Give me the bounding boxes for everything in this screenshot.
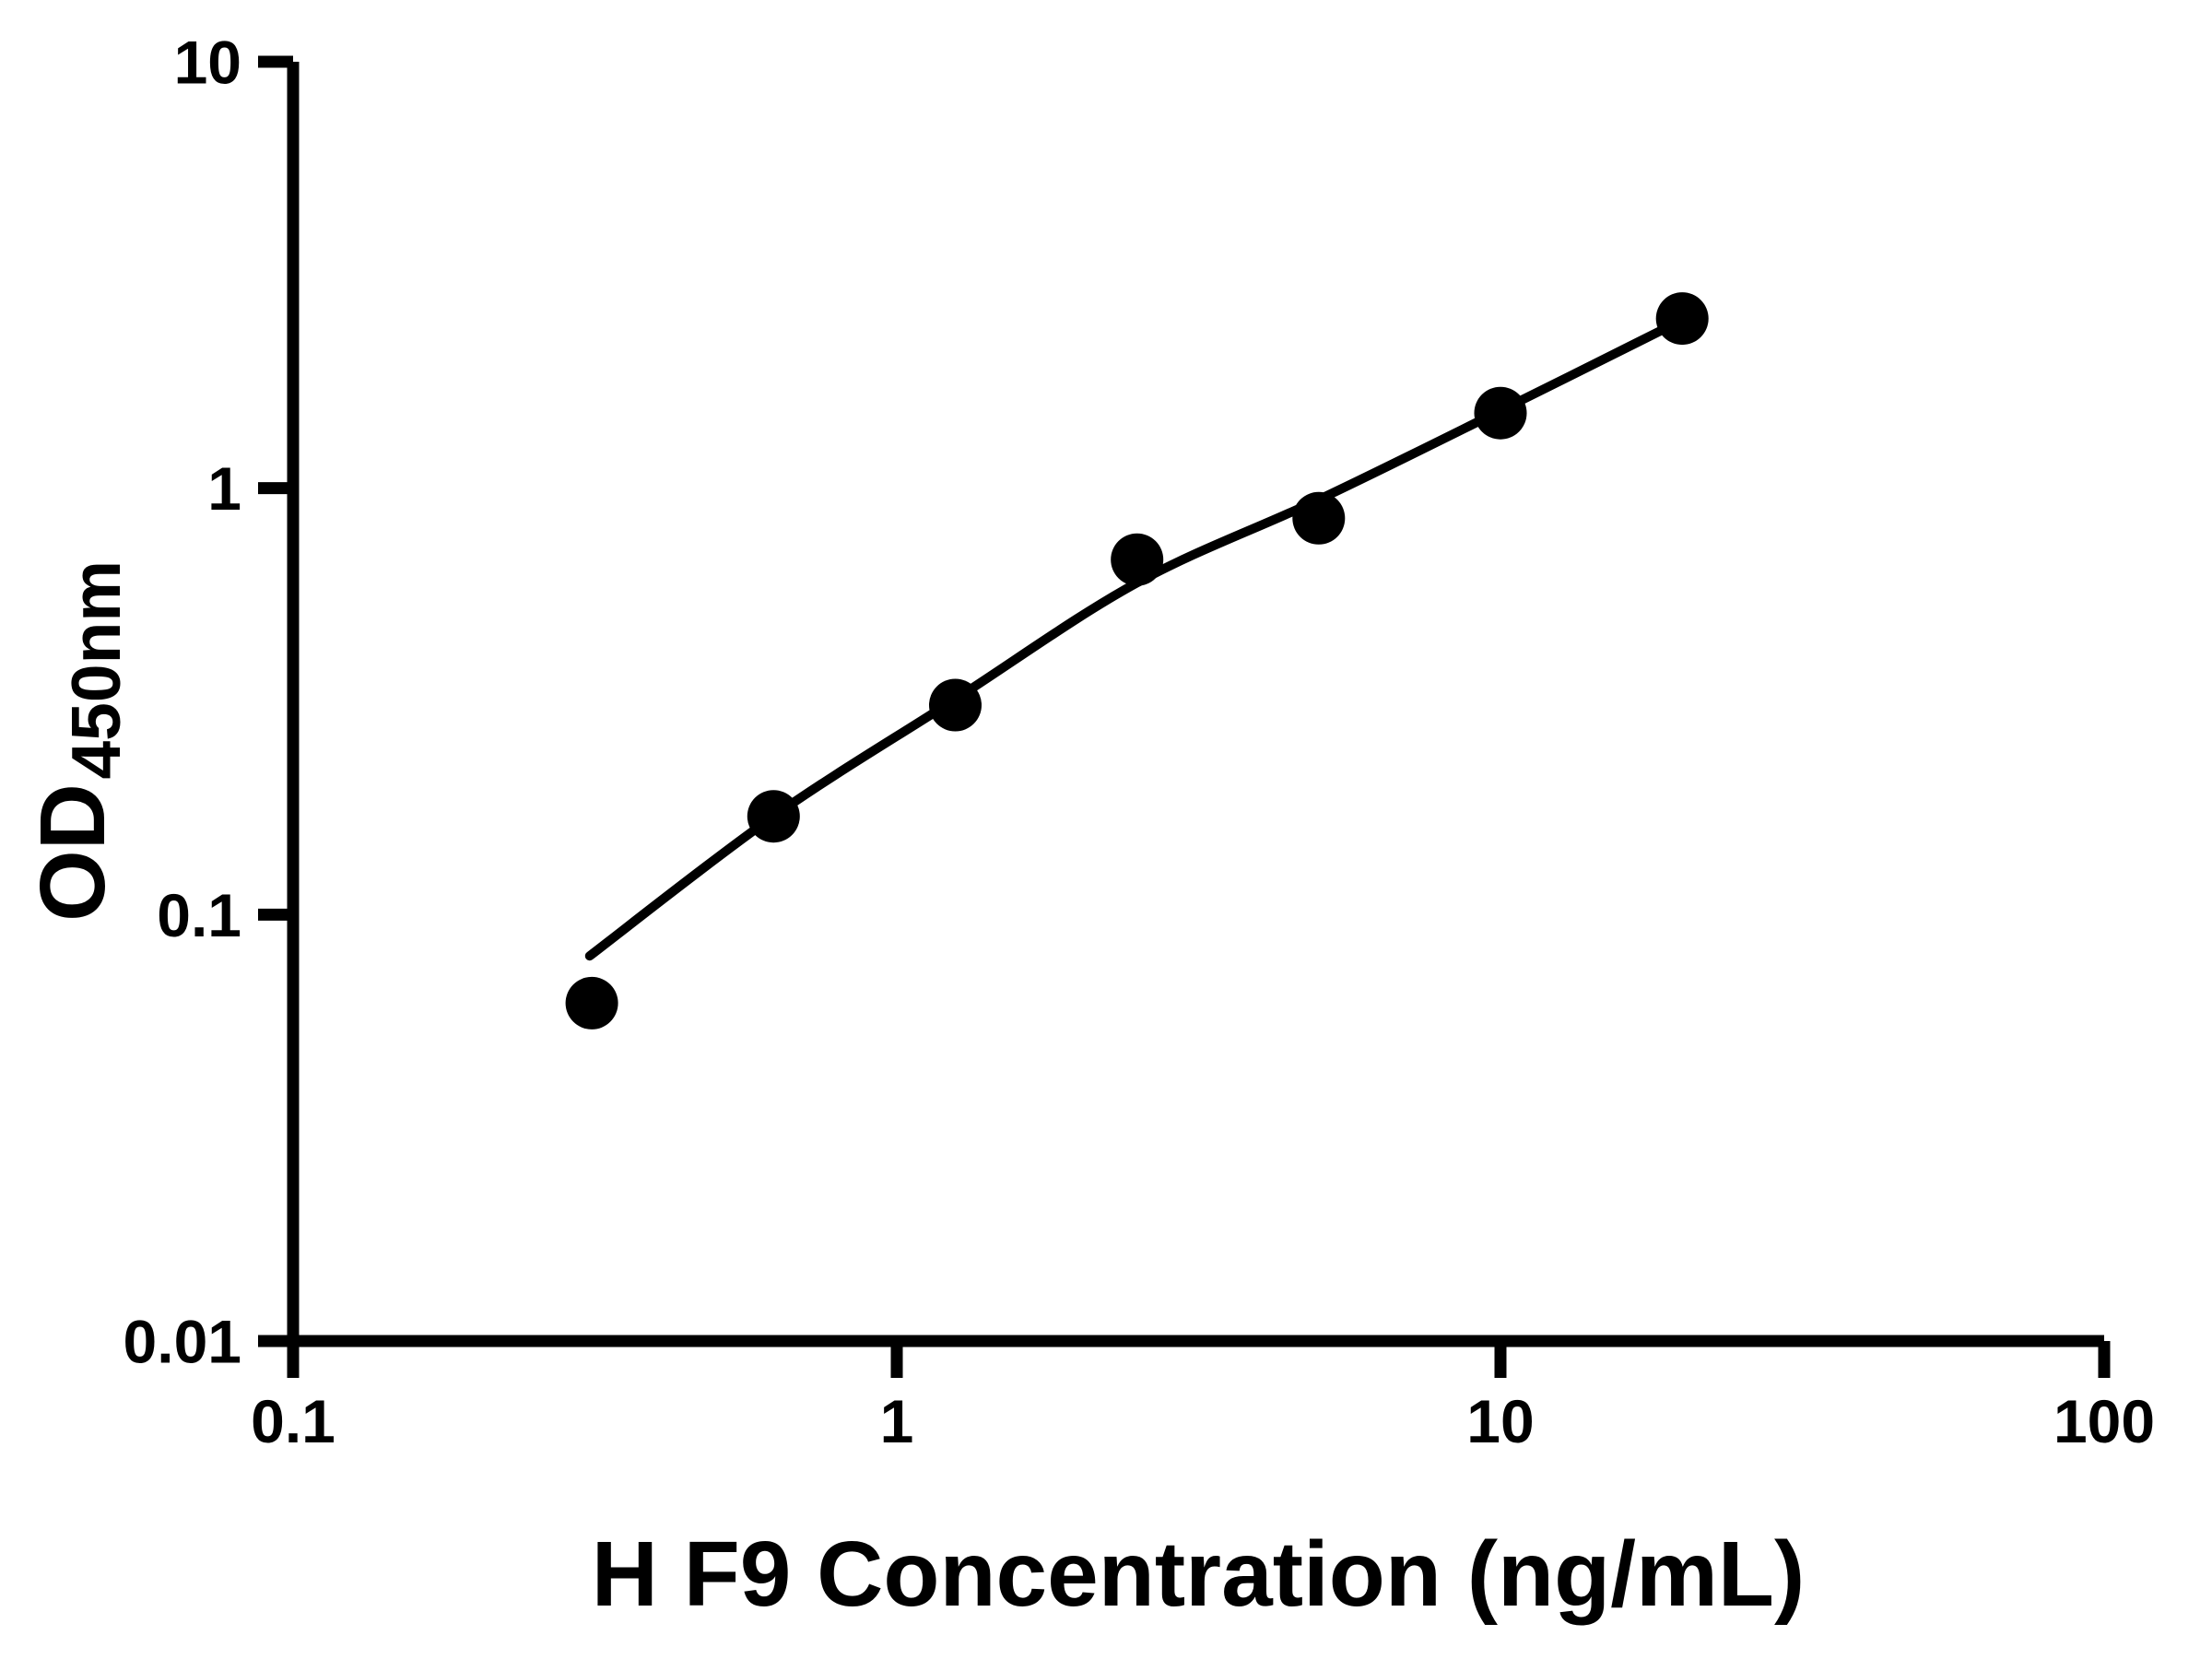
data-point xyxy=(1292,491,1346,545)
x-tick-label: 100 xyxy=(2053,1387,2155,1455)
x-tick-label: 0.1 xyxy=(251,1387,335,1455)
data-point xyxy=(747,790,800,843)
data-point xyxy=(929,678,982,732)
data-point xyxy=(1655,292,1709,346)
y-tick-label: 10 xyxy=(174,29,241,97)
axes xyxy=(258,55,2111,1378)
x-axis-title: H F9 Concentration (ng/mL) xyxy=(592,1523,1806,1626)
data-point xyxy=(1111,533,1164,586)
x-tick-label: 1 xyxy=(880,1387,914,1455)
y-tick-label: 0.01 xyxy=(124,1308,241,1376)
data-points-layer xyxy=(565,292,1709,1030)
y-tick-label: 1 xyxy=(207,454,241,523)
y-axis-title-subscript: 450nm xyxy=(57,560,135,780)
data-point xyxy=(565,976,618,1030)
x-tick-label: 10 xyxy=(1466,1387,1534,1455)
y-tick-label: 0.1 xyxy=(157,881,241,949)
axis-spine xyxy=(287,62,2104,1347)
y-axis-title: OD 450nm xyxy=(21,560,135,922)
y-axis-title-main: OD xyxy=(21,783,124,922)
data-point xyxy=(1474,386,1527,440)
